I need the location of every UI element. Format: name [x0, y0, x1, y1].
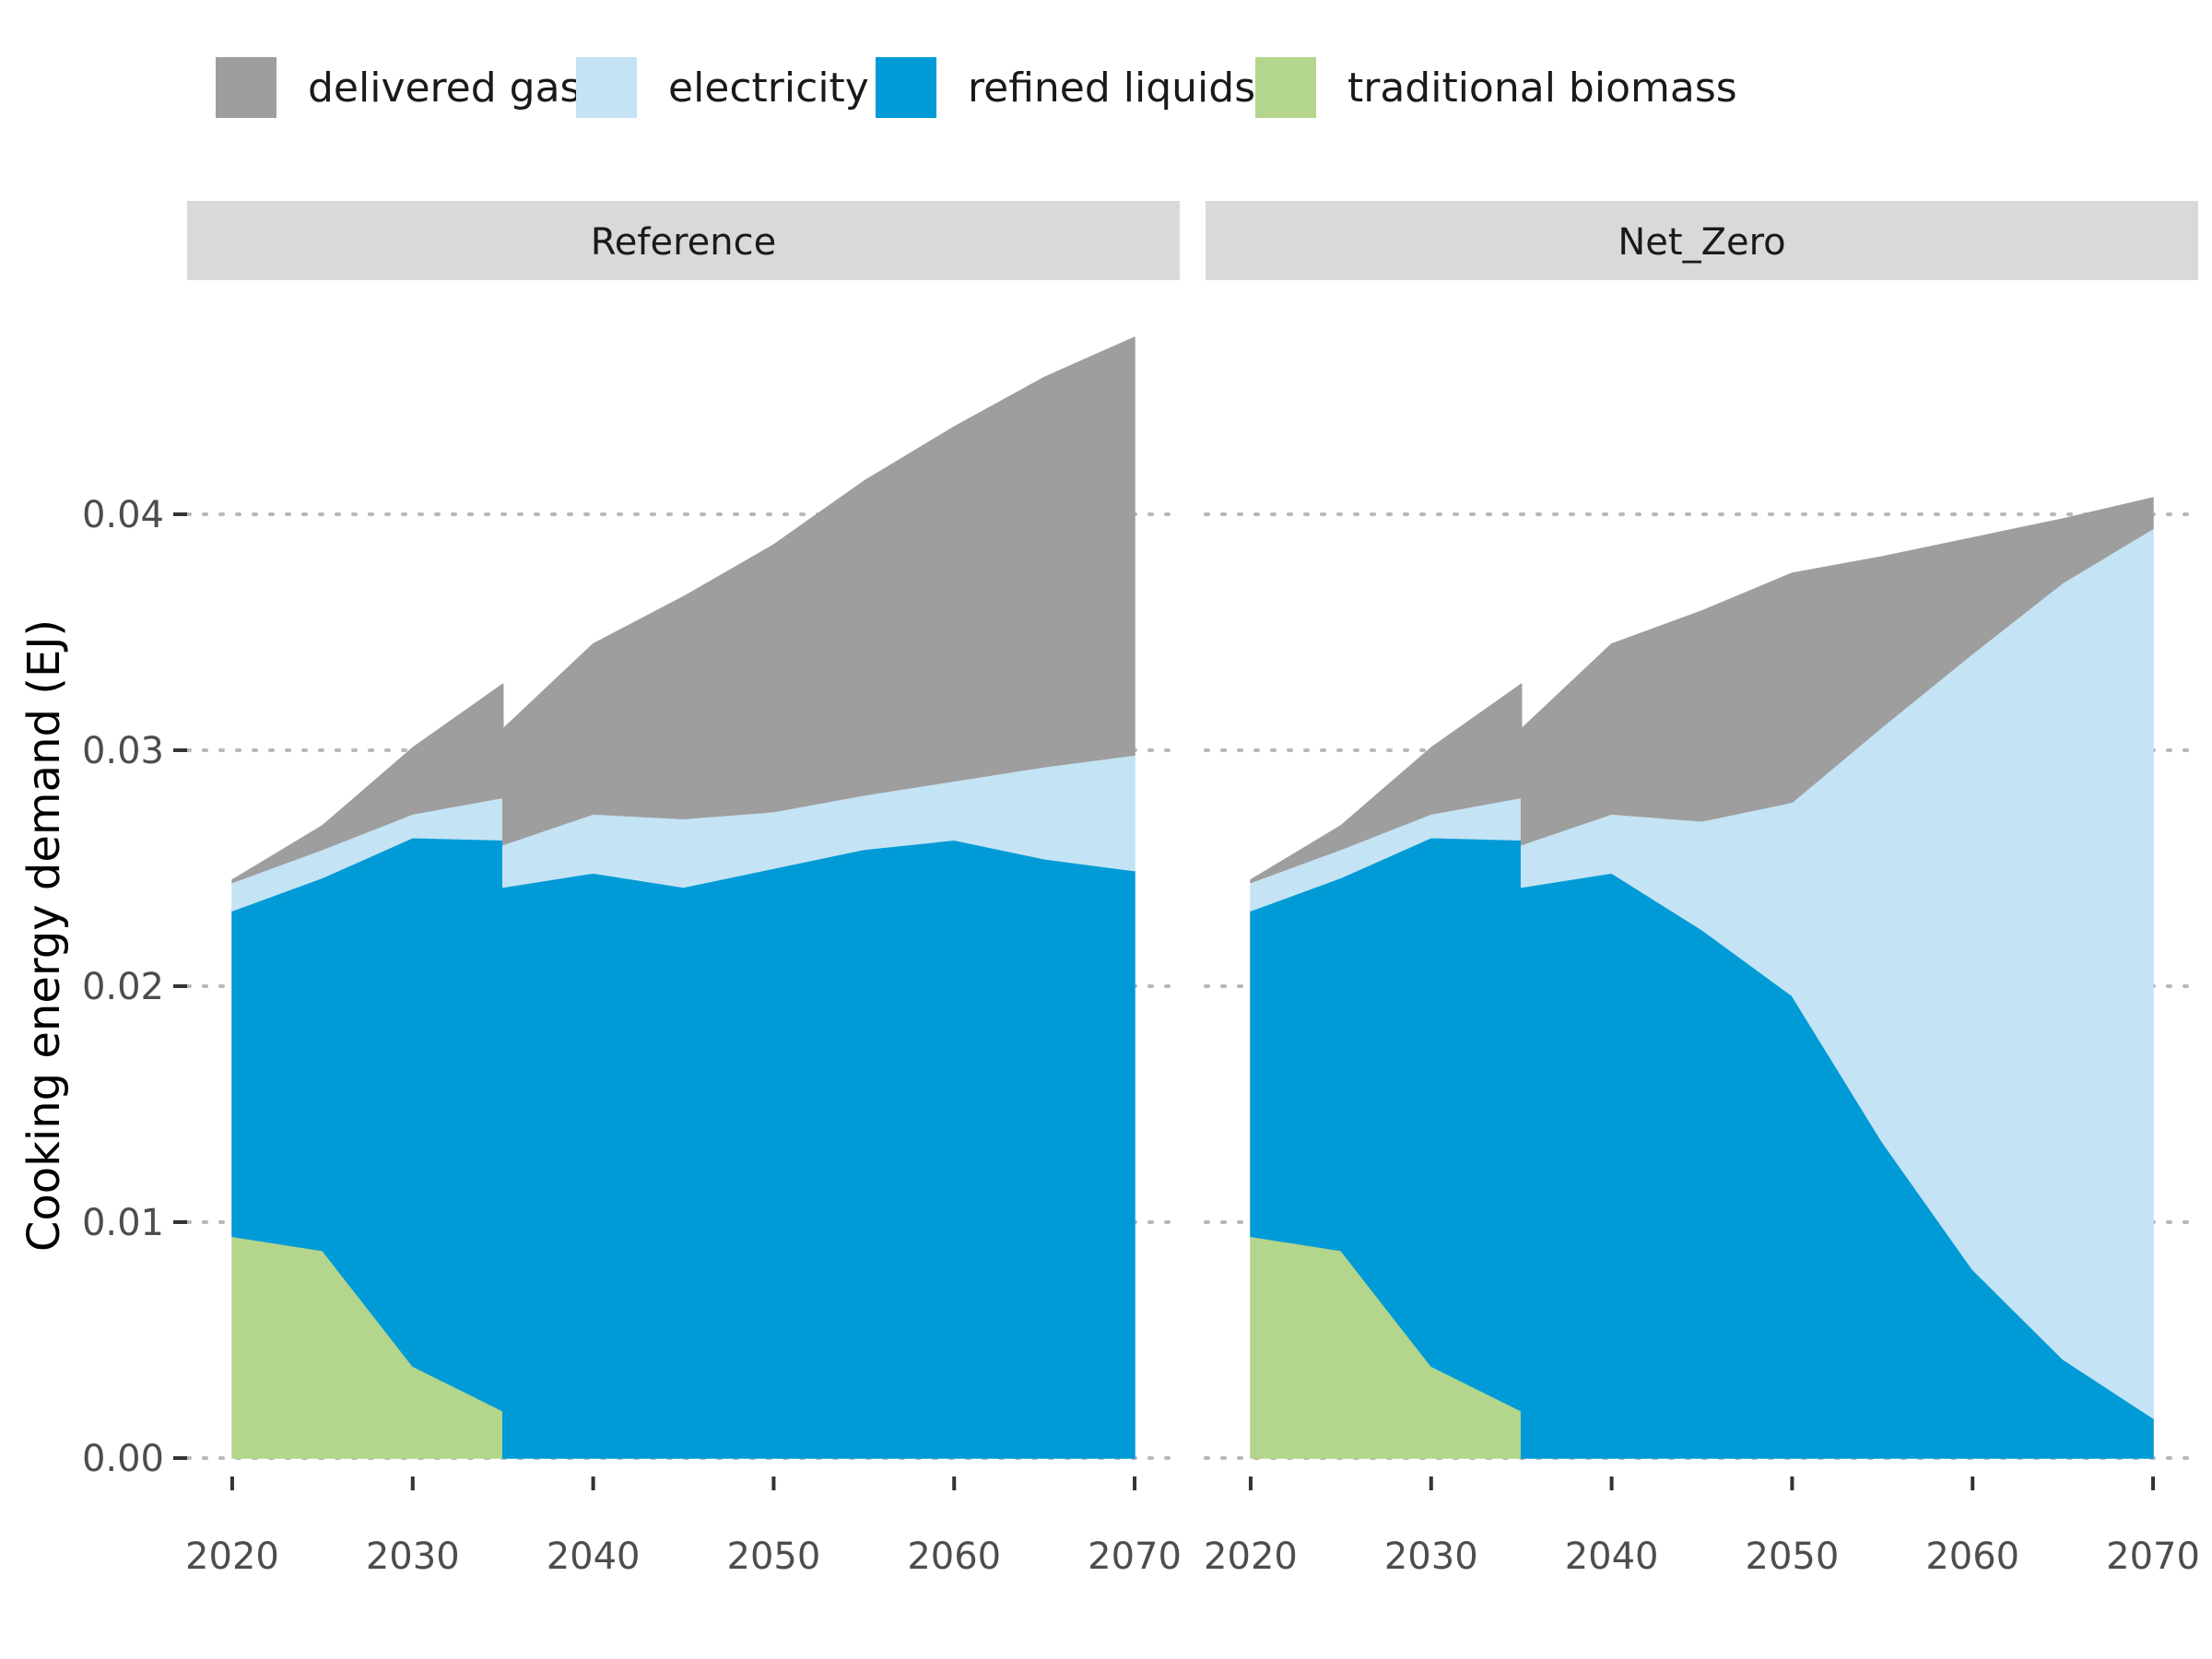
- panel-strip-label: Net_Zero: [1618, 221, 1785, 264]
- legend-swatch-electricity: [576, 57, 637, 118]
- legend-swatch-refined_liquids: [876, 57, 936, 118]
- x-tick-label: 2070: [1088, 1535, 1182, 1578]
- x-tick-label: 2040: [547, 1535, 641, 1578]
- legend-label-delivered_gas: delivered gas: [308, 65, 581, 112]
- legend-swatch-delivered_gas: [216, 57, 276, 118]
- area-refined_liquids-segment-2: [501, 839, 1135, 1459]
- panel-net_zero: Net_Zero 2020 2030 2040 2050 2060 2070: [1204, 201, 2200, 1578]
- legend-label-electricity: electricity: [668, 65, 869, 112]
- panel-strip-label: Reference: [591, 221, 776, 264]
- area-layers: [1250, 497, 2154, 1459]
- x-tick-label: 2060: [1925, 1535, 2019, 1578]
- area-delivered_gas-segment-2: [501, 336, 1135, 846]
- legend-label-refined_liquids: refined liquids: [968, 65, 1255, 112]
- y-axis: 0.00 0.01 0.02 0.03 0.04: [82, 494, 187, 1480]
- legend: delivered gas electricity refined liquids t…: [216, 57, 1737, 118]
- x-tick-label: 2020: [185, 1535, 279, 1578]
- panel-reference: Reference 2020 2030 2040 2050 2060 2070: [185, 201, 1182, 1578]
- x-tick-label: 2020: [1204, 1535, 1298, 1578]
- y-tick-label: 0.03: [82, 730, 164, 772]
- x-tick-label: 2040: [1565, 1535, 1659, 1578]
- y-tick-label: 0.02: [82, 966, 164, 1008]
- x-tick-label: 2050: [727, 1535, 821, 1578]
- panel-strip: [187, 201, 1180, 280]
- x-tick-label: 2070: [2106, 1535, 2200, 1578]
- area-delivered_gas-segment-2: [1520, 497, 2154, 846]
- panel-strip: [1206, 201, 2198, 280]
- y-axis-title: Cooking energy demand (EJ): [18, 619, 70, 1252]
- y-tick-label: 0.04: [82, 494, 164, 536]
- y-tick-label: 0.01: [82, 1202, 164, 1244]
- legend-swatch-traditional_biomass: [1255, 57, 1316, 118]
- x-tick-label: 2030: [366, 1535, 460, 1578]
- area-layers: [231, 336, 1135, 1459]
- x-tick-label: 2030: [1384, 1535, 1478, 1578]
- y-tick-label: 0.00: [82, 1438, 164, 1480]
- x-tick-label: 2060: [907, 1535, 1001, 1578]
- legend-label-traditional_biomass: traditional biomass: [1347, 65, 1737, 112]
- x-tick-label: 2050: [1746, 1535, 1840, 1578]
